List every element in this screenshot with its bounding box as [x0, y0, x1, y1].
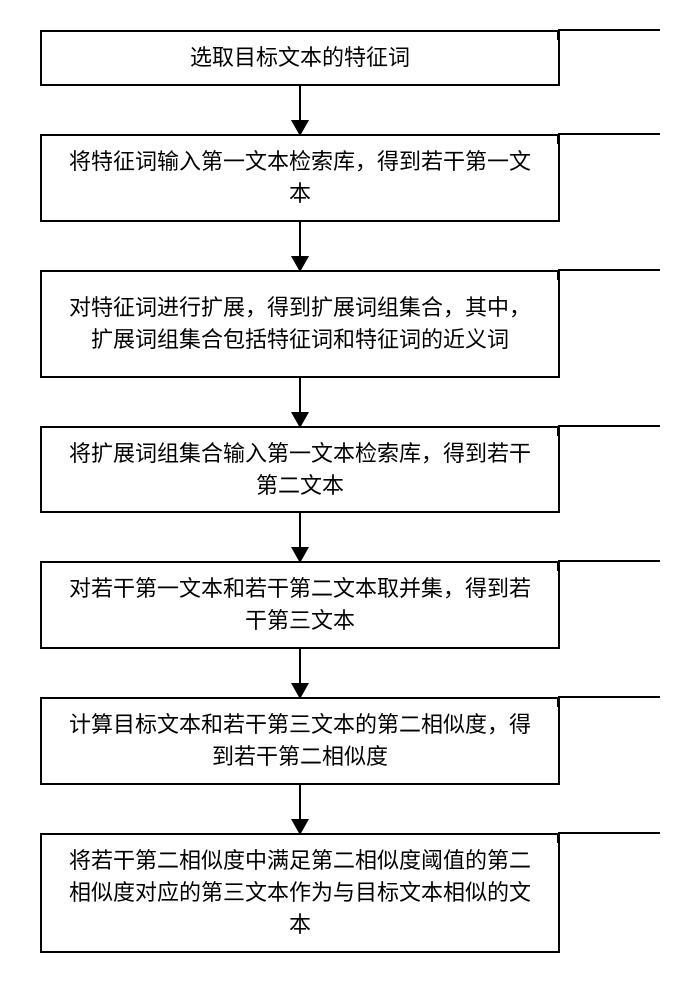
step-text: 对若干第一文本和若干第二文本取并集，得到若干第三文本: [60, 573, 540, 637]
connector-s304: [558, 424, 662, 438]
step-text: 选取目标文本的特征词: [190, 42, 410, 74]
step-text: 对特征词进行扩展，得到扩展词组集合，其中，扩展词组集合包括特征词和特征词的近义词: [60, 292, 540, 356]
step-s303: S303 对特征词进行扩展，得到扩展词组集合，其中，扩展词组集合包括特征词和特征…: [40, 270, 660, 378]
connector-s305: [558, 559, 662, 573]
step-s301: S301 选取目标文本的特征词: [40, 30, 660, 86]
step-text: 将扩展词组集合输入第一文本检索库，得到若干第二文本: [60, 438, 540, 502]
arrow: [40, 86, 560, 134]
step-box: 对特征词进行扩展，得到扩展词组集合，其中，扩展词组集合包括特征词和特征词的近义词: [40, 270, 560, 378]
step-s307: S307 将若干第二相似度中满足第二相似度阈值的第二相似度对应的第三文本作为与目…: [40, 833, 660, 953]
arrow: [40, 513, 560, 561]
connector-s302: [558, 132, 662, 146]
step-s305: S305 对若干第一文本和若干第二文本取并集，得到若干第三文本: [40, 561, 660, 649]
connector-s301: [558, 28, 662, 42]
step-box: 将特征词输入第一文本检索库，得到若干第一文本: [40, 134, 560, 222]
step-s304: S304 将扩展词组集合输入第一文本检索库，得到若干第二文本: [40, 426, 660, 514]
connector-s307: [558, 831, 662, 845]
step-text: 将若干第二相似度中满足第二相似度阈值的第二相似度对应的第三文本作为与目标文本相似…: [60, 845, 540, 941]
arrow: [40, 222, 560, 270]
flowchart-container: S301 选取目标文本的特征词 S302 将特征词输入第一文本检索库，得到若干第…: [40, 30, 660, 953]
step-box: 将扩展词组集合输入第一文本检索库，得到若干第二文本: [40, 426, 560, 514]
step-box: 对若干第一文本和若干第二文本取并集，得到若干第三文本: [40, 561, 560, 649]
step-box: 计算目标文本和若干第三文本的第二相似度，得到若干第二相似度: [40, 697, 560, 785]
step-s302: S302 将特征词输入第一文本检索库，得到若干第一文本: [40, 134, 660, 222]
step-box: 将若干第二相似度中满足第二相似度阈值的第二相似度对应的第三文本作为与目标文本相似…: [40, 833, 560, 953]
step-text: 将特征词输入第一文本检索库，得到若干第一文本: [60, 146, 540, 210]
step-box: 选取目标文本的特征词: [40, 30, 560, 86]
connector-s303: [558, 268, 662, 282]
step-s306: S306 计算目标文本和若干第三文本的第二相似度，得到若干第二相似度: [40, 697, 660, 785]
connector-s306: [558, 695, 662, 709]
arrow: [40, 785, 560, 833]
arrow: [40, 378, 560, 426]
arrow: [40, 649, 560, 697]
step-text: 计算目标文本和若干第三文本的第二相似度，得到若干第二相似度: [60, 709, 540, 773]
